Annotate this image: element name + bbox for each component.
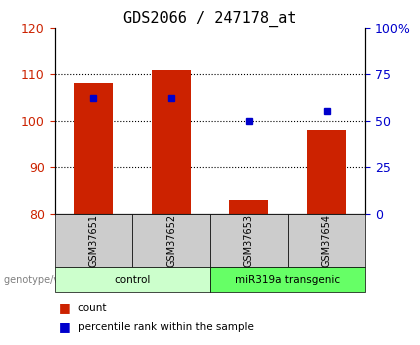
Bar	[74, 83, 113, 214]
Text: genotype/variation ▶: genotype/variation ▶	[4, 275, 108, 285]
Text: percentile rank within the sample: percentile rank within the sample	[78, 322, 254, 332]
Bar	[307, 130, 346, 214]
Text: GSM37653: GSM37653	[244, 214, 254, 267]
Text: control: control	[114, 275, 150, 285]
Text: ■: ■	[59, 301, 71, 314]
Text: GDS2066 / 247178_at: GDS2066 / 247178_at	[123, 10, 297, 27]
Text: ■: ■	[59, 320, 71, 333]
Text: GSM37651: GSM37651	[89, 214, 98, 267]
Text: miR319a transgenic: miR319a transgenic	[235, 275, 340, 285]
Text: GSM37652: GSM37652	[166, 214, 176, 267]
Text: count: count	[78, 303, 107, 313]
Bar	[229, 200, 268, 214]
Bar	[152, 69, 191, 214]
Text: GSM37654: GSM37654	[322, 214, 331, 267]
